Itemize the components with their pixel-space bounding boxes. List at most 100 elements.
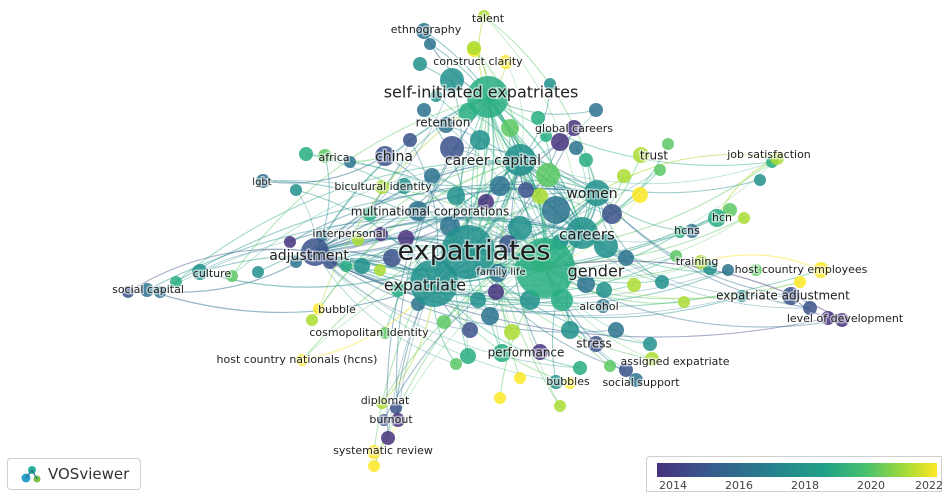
node[interactable] [460, 348, 476, 364]
node[interactable] [381, 431, 395, 445]
node-culture[interactable] [192, 264, 208, 280]
node-global-careers[interactable] [566, 120, 582, 136]
node[interactable] [340, 260, 352, 272]
node-family-life[interactable] [489, 264, 507, 282]
node[interactable] [390, 402, 402, 414]
node[interactable] [821, 311, 835, 325]
node-performance[interactable] [493, 344, 511, 362]
node[interactable] [604, 360, 616, 372]
node-expatriate-adjustment[interactable] [782, 287, 800, 305]
node[interactable] [549, 375, 563, 389]
node-job-satisfaction[interactable] [770, 151, 784, 165]
node[interactable] [540, 130, 552, 142]
node[interactable] [554, 400, 566, 412]
node[interactable] [450, 358, 462, 370]
node-retention[interactable] [438, 117, 454, 133]
node-lgbt[interactable] [256, 174, 270, 188]
node-career-capital[interactable] [504, 144, 536, 176]
node[interactable] [618, 250, 634, 266]
node-host-country-nationals[interactable] [296, 354, 308, 366]
node[interactable] [490, 176, 510, 196]
node[interactable] [363, 207, 377, 221]
node[interactable] [619, 363, 633, 377]
node[interactable] [532, 188, 548, 204]
node[interactable] [750, 264, 762, 276]
node[interactable] [478, 194, 494, 210]
node-hcn[interactable] [708, 209, 726, 227]
node[interactable] [551, 133, 569, 151]
node[interactable] [617, 169, 631, 183]
node[interactable] [437, 315, 451, 329]
node-level-of-development[interactable] [835, 313, 849, 327]
node-hcns[interactable] [685, 224, 699, 238]
node[interactable] [413, 57, 427, 71]
node[interactable] [499, 55, 513, 69]
node[interactable] [424, 38, 436, 50]
node-self-initiated-expatriates[interactable] [467, 76, 509, 118]
node[interactable] [608, 322, 624, 338]
node[interactable] [488, 284, 504, 300]
node[interactable] [252, 266, 264, 278]
node[interactable] [501, 119, 519, 137]
node-training[interactable] [694, 255, 708, 269]
node[interactable] [536, 163, 560, 187]
node-burnout[interactable] [391, 413, 405, 427]
node[interactable] [569, 141, 583, 155]
node[interactable] [542, 196, 570, 224]
node[interactable] [447, 187, 465, 205]
node[interactable] [544, 78, 556, 90]
node-bubble[interactable] [313, 303, 325, 315]
node-africa[interactable] [318, 149, 332, 163]
node-assigned-expatriate[interactable] [645, 352, 659, 366]
node[interactable] [430, 90, 442, 102]
node[interactable] [306, 314, 318, 326]
node[interactable] [627, 278, 641, 292]
node[interactable] [470, 292, 486, 308]
node[interactable] [674, 226, 686, 238]
node[interactable] [440, 68, 464, 92]
node[interactable] [226, 270, 238, 282]
node[interactable] [290, 184, 302, 196]
node[interactable] [284, 236, 296, 248]
node[interactable] [499, 235, 517, 253]
node[interactable] [344, 156, 356, 168]
node[interactable] [299, 147, 313, 161]
node-bicultural-identity[interactable] [375, 180, 389, 194]
node[interactable] [508, 216, 532, 240]
node[interactable] [736, 290, 748, 302]
node[interactable] [396, 178, 412, 194]
node[interactable] [754, 174, 766, 186]
node-gender[interactable] [515, 238, 575, 298]
node[interactable] [462, 322, 478, 338]
node[interactable] [374, 264, 386, 276]
node[interactable] [678, 296, 690, 308]
node[interactable] [594, 234, 618, 258]
node-china[interactable] [375, 146, 395, 166]
node[interactable] [738, 212, 750, 224]
node[interactable] [403, 133, 417, 147]
node-interpersonal[interactable] [374, 227, 388, 241]
node[interactable] [531, 111, 545, 125]
node[interactable] [722, 264, 734, 276]
node[interactable] [573, 361, 587, 375]
node-construct-clarity[interactable] [467, 41, 481, 55]
node[interactable] [470, 130, 490, 150]
node-diplomat[interactable] [376, 397, 388, 409]
node[interactable] [352, 234, 364, 246]
node[interactable] [417, 103, 431, 117]
node[interactable] [602, 204, 622, 224]
node-social-support[interactable] [629, 373, 643, 387]
node[interactable] [579, 153, 593, 167]
node[interactable] [383, 249, 401, 267]
node[interactable] [662, 138, 674, 150]
node-talent[interactable] [478, 10, 490, 22]
node-systematic-review[interactable] [367, 445, 381, 459]
node-stress[interactable] [588, 336, 604, 352]
node[interactable] [577, 275, 595, 293]
node[interactable] [290, 256, 302, 268]
node[interactable] [589, 103, 603, 117]
node-social-capital[interactable] [140, 283, 154, 297]
node[interactable] [514, 372, 526, 384]
node[interactable] [670, 250, 682, 262]
node[interactable] [723, 203, 737, 217]
